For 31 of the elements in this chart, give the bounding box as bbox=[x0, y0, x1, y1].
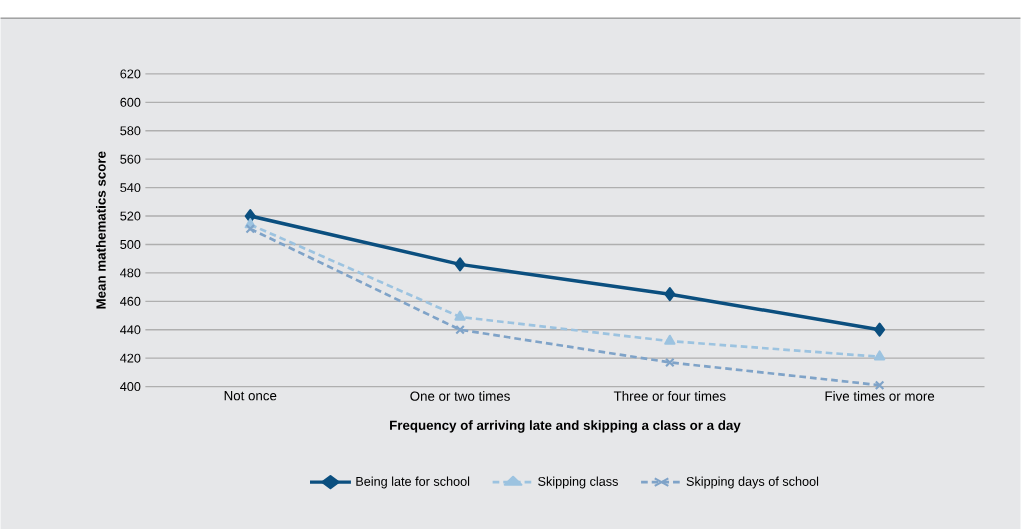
x-axis-title: Frequency of arriving late and skipping a class or a day bbox=[390, 419, 741, 433]
point bbox=[874, 322, 886, 337]
y-tick-label: 520 bbox=[120, 211, 141, 221]
point bbox=[664, 286, 676, 302]
legend-label: Skipping class bbox=[538, 476, 618, 489]
y-tick-label: 620 bbox=[120, 69, 141, 79]
x-tick-label: Not once bbox=[224, 390, 277, 401]
y-axis-title: Mean mathematics score bbox=[95, 151, 106, 309]
legend-label: Skipping days of school bbox=[686, 476, 819, 489]
y-tick-label: 420 bbox=[120, 353, 141, 363]
y-tick-label: 480 bbox=[120, 268, 141, 278]
legend-label: Being late for school bbox=[356, 476, 470, 489]
point bbox=[874, 380, 885, 390]
x-tick-label: Three or four times bbox=[613, 390, 726, 401]
point bbox=[664, 334, 676, 345]
point bbox=[454, 257, 466, 272]
point bbox=[455, 324, 465, 335]
y-tick-label: 600 bbox=[120, 97, 141, 107]
x-tick-label: Five times or more bbox=[825, 390, 935, 401]
y-tick-label: 580 bbox=[120, 126, 141, 136]
y-tick-label: 400 bbox=[120, 381, 141, 391]
y-tick-label: 560 bbox=[120, 154, 141, 164]
point bbox=[454, 310, 466, 321]
point bbox=[245, 223, 256, 234]
y-tick-label: 540 bbox=[120, 182, 141, 192]
x-tick-label: One or two times bbox=[410, 390, 510, 401]
point bbox=[665, 357, 675, 368]
y-tick-label: 500 bbox=[120, 239, 141, 249]
point bbox=[873, 350, 886, 361]
y-tick-label: 460 bbox=[120, 296, 141, 306]
y-tick-label: 440 bbox=[120, 325, 141, 334]
